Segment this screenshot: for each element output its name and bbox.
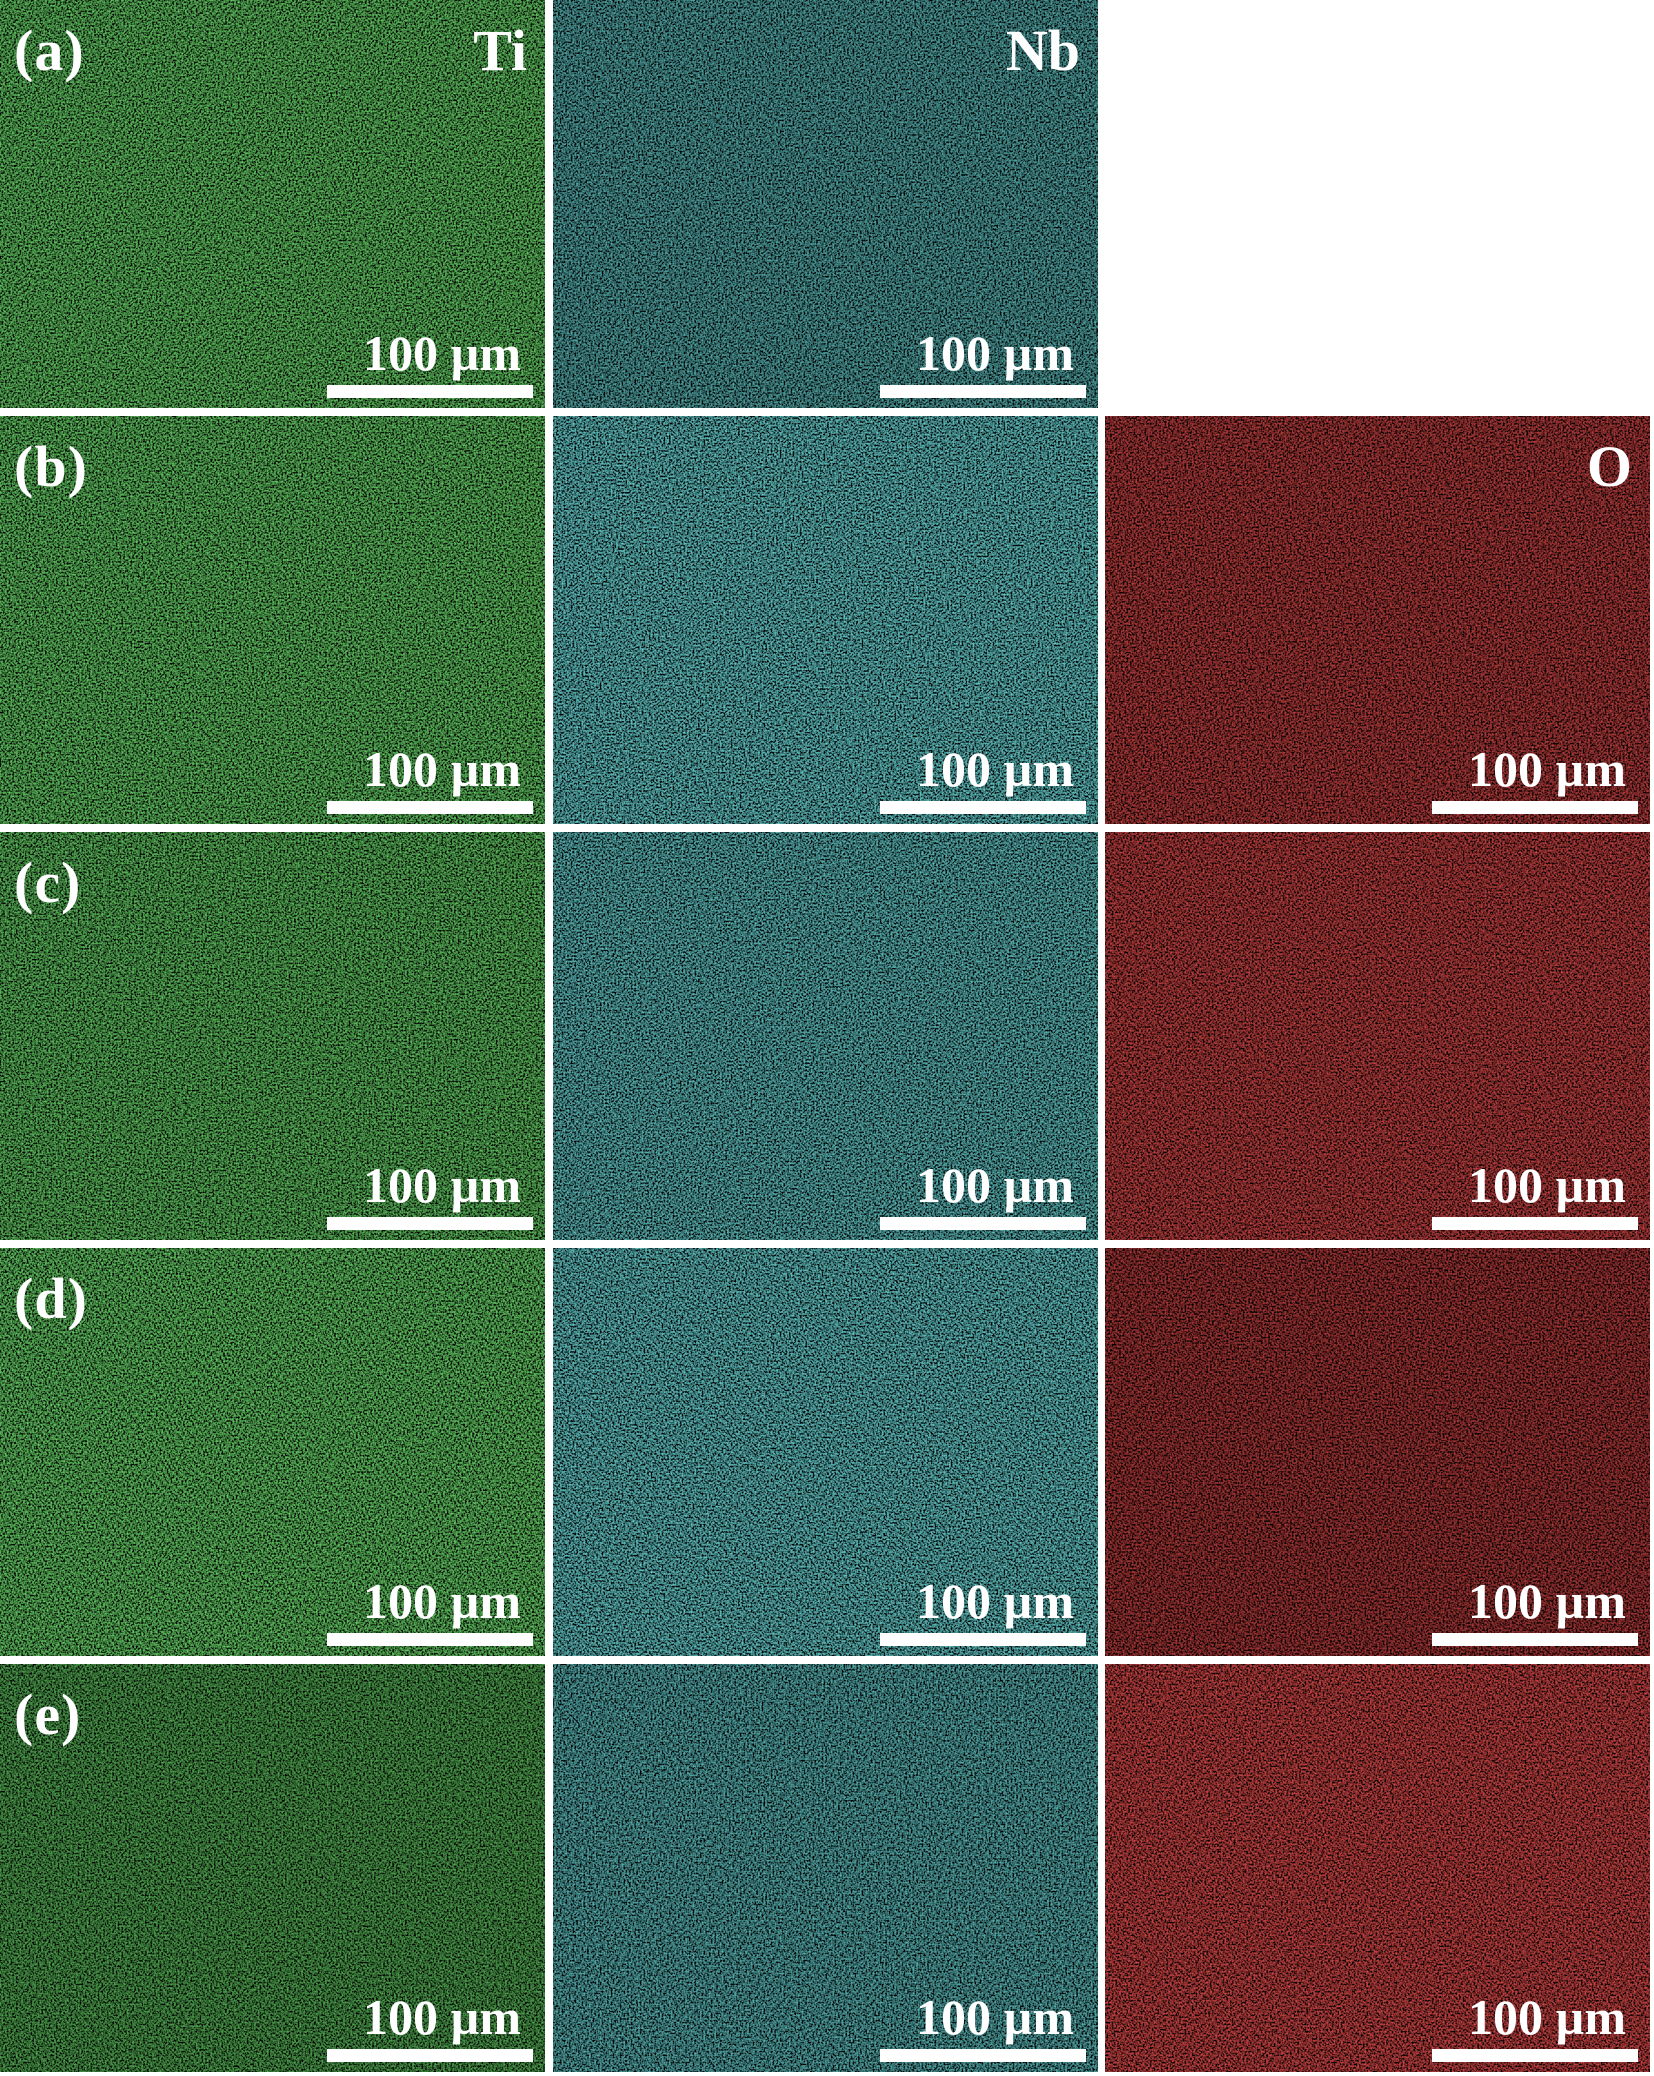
scale-bar-label: 100 µm <box>1468 1573 1626 1629</box>
scale-bar <box>327 801 533 814</box>
panel-label: (a) <box>14 18 85 83</box>
scale-bar-label: 100 µm <box>916 741 1074 797</box>
eds-map-panel-o: O 100 µm <box>1105 416 1650 824</box>
scale-bar-label: 100 µm <box>1468 741 1626 797</box>
scale-bar-label: 100 µm <box>363 1157 521 1213</box>
eds-map-panel-ti: (b) 100 µm <box>0 416 545 824</box>
scale-bar-label: 100 µm <box>1468 1989 1626 2045</box>
figure-row: (a) Ti 100 µm Nb 100 µm <box>0 0 1654 408</box>
scale-bar-label: 100 µm <box>1468 1157 1626 1213</box>
scale-bar-label: 100 µm <box>916 325 1074 381</box>
scale-bar-label: 100 µm <box>363 1573 521 1629</box>
element-label: Ti <box>473 18 527 83</box>
scale-bar <box>880 2049 1086 2062</box>
elemental-distribution-map <box>553 832 1098 1240</box>
elemental-distribution-map <box>0 0 545 408</box>
eds-map-panel-nb: 100 µm <box>553 416 1098 824</box>
eds-map-panel-o: 100 µm <box>1105 1664 1650 2072</box>
eds-map-panel-o: 100 µm <box>1105 832 1650 1240</box>
scale-bar <box>327 385 533 398</box>
elemental-distribution-map <box>1105 1664 1650 2072</box>
scale-bar-label: 100 µm <box>916 1573 1074 1629</box>
eds-map-panel-ti: (c) 100 µm <box>0 832 545 1240</box>
scale-bar <box>880 801 1086 814</box>
panel-label: (c) <box>14 850 82 915</box>
elemental-distribution-map <box>553 0 1098 408</box>
eds-map-panel-ti: (a) Ti 100 µm <box>0 0 545 408</box>
elemental-distribution-map <box>0 416 545 824</box>
elemental-distribution-map <box>0 1248 545 1656</box>
elemental-distribution-map <box>553 1248 1098 1656</box>
eds-map-panel-nb: 100 µm <box>553 1664 1098 2072</box>
eds-map-panel-ti: (e) 100 µm <box>0 1664 545 2072</box>
scale-bar <box>880 1633 1086 1646</box>
panel-label: (d) <box>14 1266 88 1331</box>
eds-map-panel-nb: Nb 100 µm <box>553 0 1098 408</box>
scale-bar <box>1432 801 1638 814</box>
scale-bar-label: 100 µm <box>916 1157 1074 1213</box>
elemental-distribution-map <box>0 1664 545 2072</box>
elemental-distribution-map <box>553 1664 1098 2072</box>
elemental-distribution-map <box>0 832 545 1240</box>
panel-label: (e) <box>14 1682 82 1747</box>
scale-bar-label: 100 µm <box>363 741 521 797</box>
scale-bar <box>880 385 1086 398</box>
scale-bar-label: 100 µm <box>363 325 521 381</box>
elemental-distribution-map <box>1105 416 1650 824</box>
element-label: O <box>1586 434 1632 499</box>
figure-row: (d) 100 µm 100 µm 100 µm <box>0 1248 1654 1656</box>
scale-bar <box>1432 2049 1638 2062</box>
scale-bar-label: 100 µm <box>916 1989 1074 2045</box>
elemental-distribution-map <box>553 416 1098 824</box>
figure-row: (b) 100 µm 100 µm O 100 µm <box>0 416 1654 824</box>
figure-row: (e) 100 µm 100 µm 100 µm <box>0 1664 1654 2072</box>
scale-bar <box>327 1217 533 1230</box>
figure-row: (c) 100 µm 100 µm 100 µm <box>0 832 1654 1240</box>
panel-label: (b) <box>14 434 88 499</box>
scale-bar <box>327 2049 533 2062</box>
eds-map-panel-o: 100 µm <box>1105 1248 1650 1656</box>
elemental-distribution-map <box>1105 1248 1650 1656</box>
eds-map-panel-nb: 100 µm <box>553 1248 1098 1656</box>
element-label: Nb <box>1005 18 1080 83</box>
scale-bar <box>1432 1633 1638 1646</box>
scale-bar <box>1432 1217 1638 1230</box>
scale-bar <box>880 1217 1086 1230</box>
eds-map-panel-nb: 100 µm <box>553 832 1098 1240</box>
scale-bar-label: 100 µm <box>363 1989 521 2045</box>
elemental-distribution-map <box>1105 832 1650 1240</box>
scale-bar <box>327 1633 533 1646</box>
eds-map-panel-ti: (d) 100 µm <box>0 1248 545 1656</box>
